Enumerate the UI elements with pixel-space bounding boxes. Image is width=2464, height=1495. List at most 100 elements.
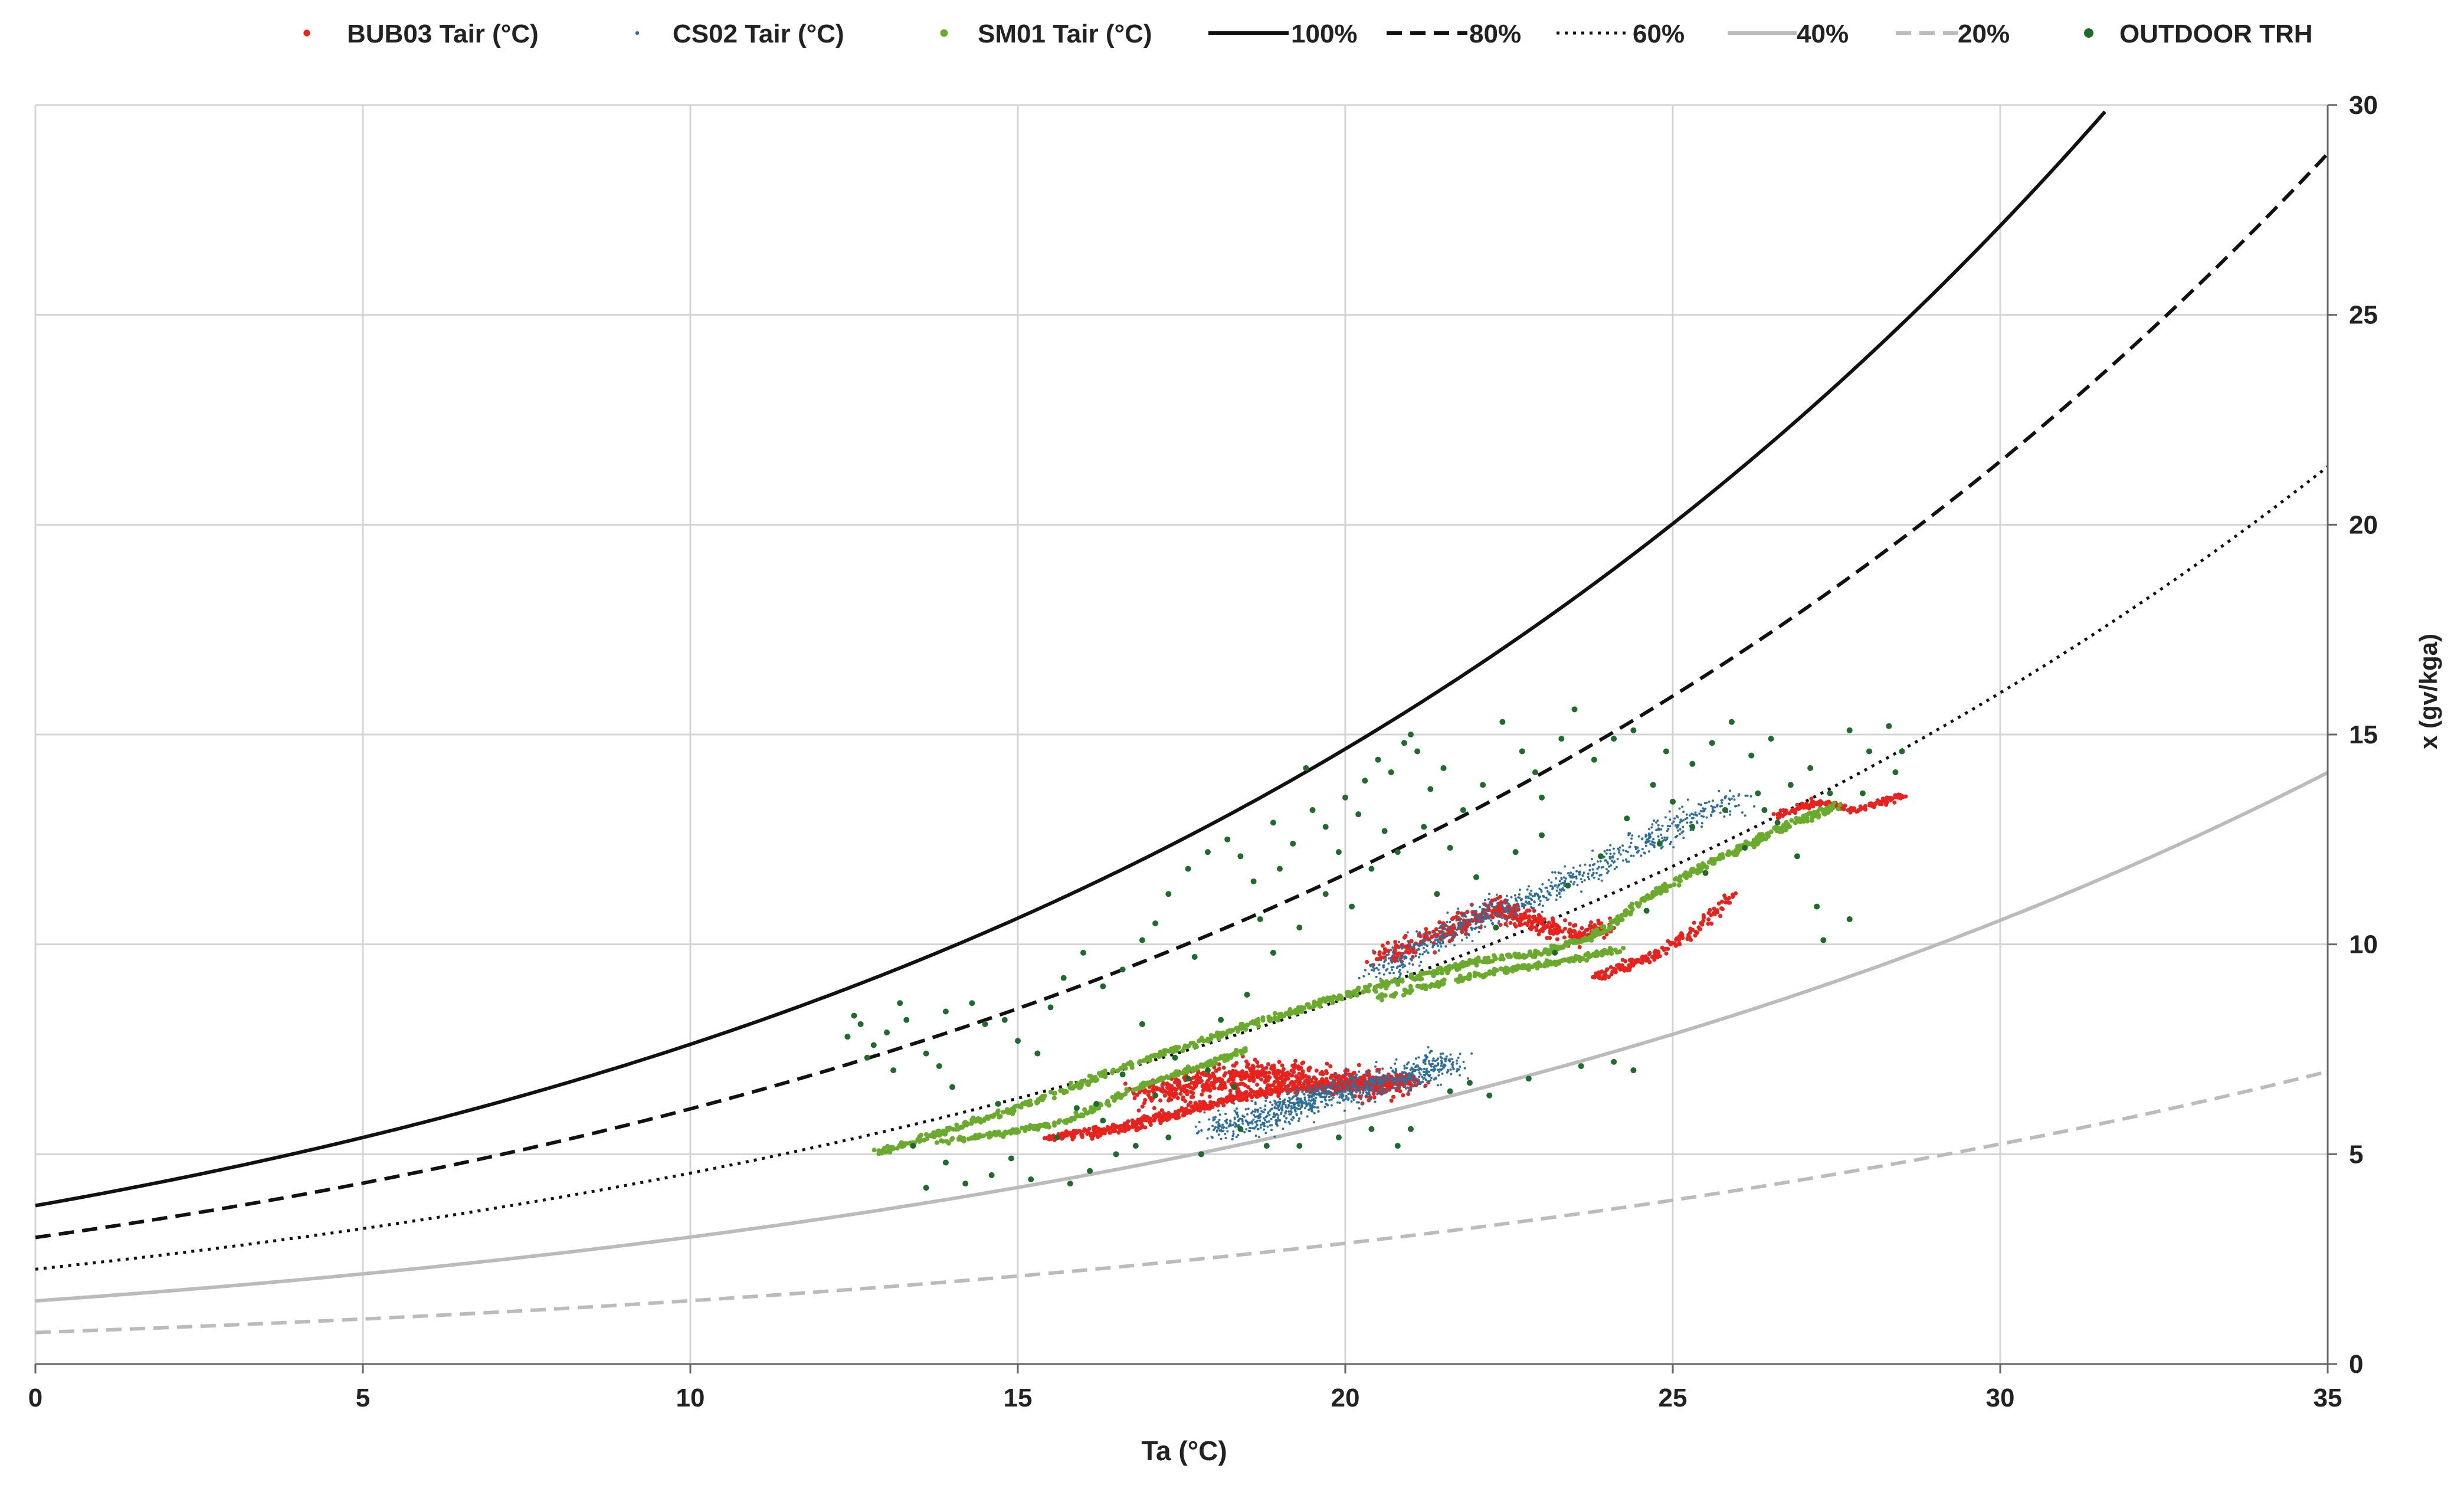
cs02-point bbox=[1464, 929, 1467, 932]
sm01-point bbox=[1629, 904, 1633, 909]
cs02-point bbox=[1582, 874, 1584, 877]
cs02-point bbox=[1457, 1057, 1460, 1059]
cs02-point bbox=[1289, 1099, 1292, 1101]
bub03-point bbox=[1325, 1062, 1329, 1066]
cs02-point bbox=[1404, 1067, 1406, 1070]
cs02-point bbox=[1420, 961, 1422, 963]
bub03-point bbox=[1167, 1093, 1171, 1097]
cs02-point bbox=[1426, 1056, 1428, 1058]
cs02-point bbox=[1645, 834, 1647, 836]
cs02-point bbox=[1546, 890, 1549, 893]
cs02-point bbox=[1257, 1128, 1260, 1130]
cs02-point bbox=[1444, 928, 1446, 930]
cs02-point bbox=[1608, 849, 1611, 851]
bub03-point bbox=[1208, 1089, 1212, 1093]
sm01-point bbox=[1528, 949, 1532, 954]
cs02-point bbox=[1220, 1130, 1223, 1132]
bub03-point bbox=[1142, 1114, 1146, 1118]
cs02-point bbox=[1527, 897, 1529, 899]
cs02-point bbox=[1296, 1114, 1298, 1116]
sm01-point bbox=[1601, 929, 1606, 934]
cs02-point bbox=[1464, 924, 1466, 926]
sm01-point bbox=[1193, 1042, 1198, 1047]
bub03-point bbox=[1315, 1068, 1319, 1073]
cs02-point bbox=[1391, 969, 1393, 971]
cs02-point bbox=[1304, 1107, 1306, 1109]
cs02-point bbox=[1323, 1093, 1326, 1095]
bub03-point bbox=[1307, 1067, 1311, 1071]
cs02-point bbox=[1580, 878, 1582, 880]
cs02-point bbox=[1451, 925, 1453, 927]
cs02-point bbox=[1515, 897, 1517, 900]
cs02-point bbox=[1494, 907, 1496, 909]
bub03-point bbox=[1550, 931, 1554, 935]
cs02-point bbox=[1245, 1108, 1247, 1110]
bub03-point bbox=[1528, 918, 1532, 922]
cs02-point bbox=[1305, 1103, 1307, 1105]
cs02-point bbox=[1531, 899, 1533, 901]
cs02-point bbox=[1303, 1093, 1305, 1095]
bub03-point bbox=[1117, 1130, 1121, 1135]
sm01-point bbox=[1704, 865, 1709, 870]
bub03-point bbox=[1666, 947, 1670, 951]
sm01-point bbox=[1268, 1018, 1273, 1022]
bub03-point bbox=[1688, 935, 1692, 939]
cs02-point bbox=[1285, 1106, 1287, 1109]
cs02-point bbox=[1264, 1119, 1266, 1122]
cs02-point bbox=[1701, 822, 1703, 824]
cs02-point bbox=[1344, 1090, 1346, 1092]
cs02-point bbox=[1673, 817, 1676, 819]
sm01-point bbox=[1718, 857, 1722, 861]
cs02-point bbox=[1263, 1125, 1266, 1127]
bub03-point bbox=[1279, 1075, 1283, 1079]
cs02-point bbox=[1706, 817, 1708, 819]
cs02-point bbox=[1347, 1089, 1349, 1091]
cs02-point bbox=[1460, 918, 1462, 920]
bub03-point bbox=[1191, 1091, 1195, 1095]
bub03-point bbox=[1433, 950, 1437, 955]
cs02-point bbox=[1366, 1083, 1368, 1085]
cs02-point bbox=[1495, 898, 1498, 900]
sm01-point bbox=[1744, 841, 1748, 845]
cs02-point bbox=[1595, 872, 1598, 874]
sm01-point bbox=[1590, 935, 1595, 939]
sm01-point bbox=[1010, 1112, 1015, 1116]
cs02-point bbox=[1427, 935, 1429, 937]
bub03-point bbox=[1572, 935, 1576, 939]
bub03-point bbox=[1795, 803, 1799, 807]
sm01-point bbox=[1165, 1074, 1169, 1079]
cs02-point bbox=[1263, 1129, 1265, 1131]
sm01-point bbox=[1130, 1062, 1135, 1067]
cs02-point bbox=[1689, 814, 1691, 817]
bub03-point bbox=[1179, 1092, 1183, 1096]
cs02-point bbox=[1499, 914, 1501, 917]
cs02-point bbox=[1339, 1094, 1342, 1096]
bub03-point bbox=[1241, 1097, 1245, 1101]
cs02-point bbox=[1297, 1108, 1299, 1110]
bub03-point bbox=[1246, 1062, 1250, 1066]
cs02-point bbox=[1564, 880, 1566, 883]
sm01-point bbox=[1171, 1050, 1175, 1054]
cs02-point bbox=[1682, 811, 1685, 813]
bub03-point bbox=[1071, 1132, 1075, 1136]
cs02-point bbox=[1273, 1136, 1276, 1138]
cs02-point bbox=[1440, 945, 1442, 948]
cs02-point bbox=[1234, 1118, 1236, 1120]
cs02-point bbox=[1467, 1077, 1469, 1080]
bub03-point bbox=[1312, 1076, 1316, 1080]
cs02-point bbox=[1421, 953, 1424, 956]
bub03-point bbox=[1197, 1104, 1201, 1108]
bub03-point bbox=[1542, 917, 1546, 922]
cs02-point bbox=[1534, 893, 1536, 895]
cs02-point bbox=[1333, 1074, 1336, 1076]
cs02-point bbox=[1442, 932, 1444, 935]
sm01-point bbox=[1184, 1070, 1188, 1074]
bub03-point bbox=[1393, 940, 1397, 944]
cs02-point bbox=[1477, 926, 1480, 929]
cs02-point bbox=[1395, 1084, 1397, 1086]
cs02-point bbox=[1299, 1107, 1302, 1110]
bub03-point bbox=[1214, 1069, 1218, 1073]
cs02-point bbox=[1396, 1079, 1398, 1081]
bub03-point bbox=[1775, 812, 1780, 817]
cs02-point bbox=[1472, 940, 1474, 942]
